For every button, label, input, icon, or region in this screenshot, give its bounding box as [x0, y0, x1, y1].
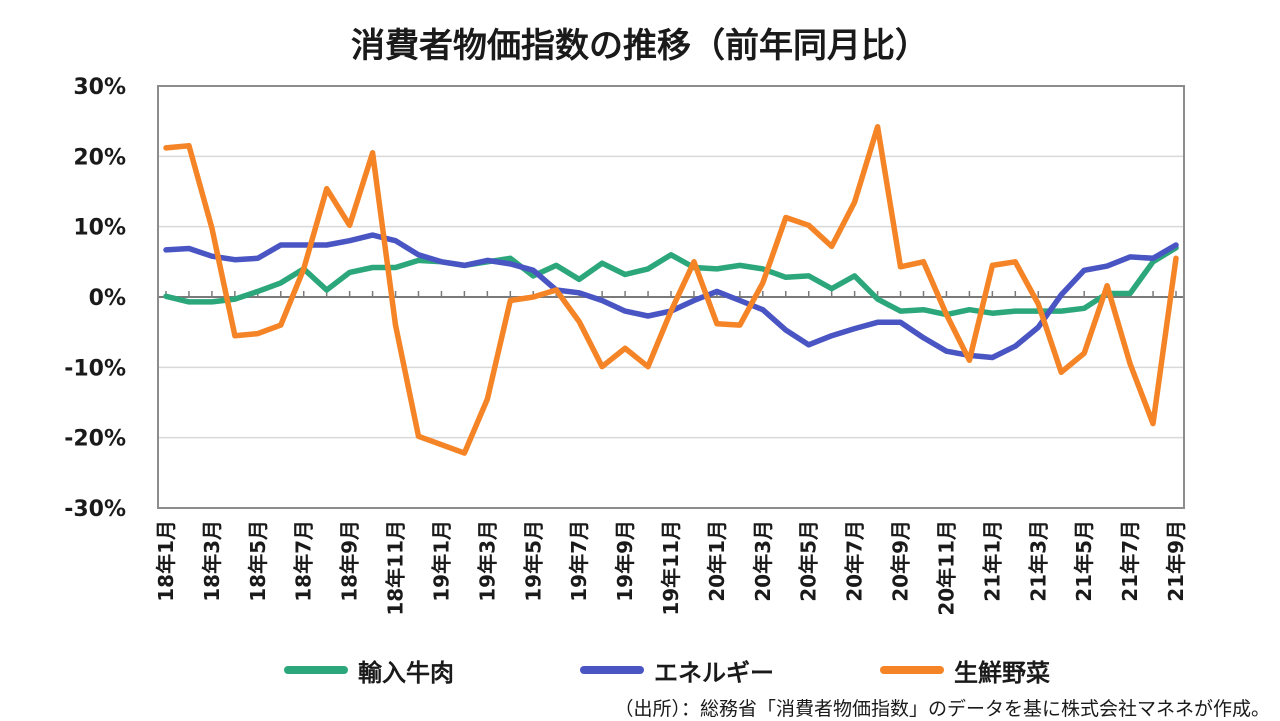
chart-title: 消費者物価指数の推移（前年同月比）	[351, 26, 929, 66]
x-tick-label: 20年9月	[889, 520, 913, 602]
legend-swatch-fresh-vegetables	[880, 666, 944, 674]
x-tick-label: 18年1月	[154, 520, 178, 602]
x-tick-label: 18年3月	[200, 520, 224, 602]
legend-item-fresh-vegetables: 生鮮野菜	[880, 652, 1050, 688]
x-tick-label: 19年7月	[567, 520, 591, 602]
x-tick-label: 20年11月	[934, 520, 958, 616]
y-tick-label: 0%	[89, 286, 126, 311]
gridlines	[158, 155, 1184, 439]
legend-swatch-imported-beef	[284, 666, 348, 674]
x-tick-label: 21年9月	[1164, 520, 1188, 602]
x-tick-label: 20年1月	[705, 520, 729, 602]
legend-item-energy: エネルギー	[580, 652, 774, 688]
y-tick-label: 30%	[73, 75, 126, 100]
x-tick-label: 21年3月	[1026, 520, 1050, 602]
legend-swatch-energy	[580, 666, 644, 674]
legend-label-energy: エネルギー	[654, 658, 774, 687]
series-line-fresh-vegetables	[163, 124, 1179, 456]
x-tick-label: 19年11月	[659, 520, 683, 616]
y-tick-label: -20%	[64, 427, 126, 452]
x-tick-label: 18年9月	[338, 520, 362, 602]
y-tick-label: -30%	[64, 497, 126, 522]
legend-label-fresh-vegetables: 生鮮野菜	[954, 658, 1050, 687]
x-tick-label: 20年7月	[843, 520, 867, 602]
x-tick-label: 21年1月	[980, 520, 1004, 602]
series-line-imported-beef	[163, 245, 1179, 318]
x-tick-label: 21年5月	[1072, 520, 1096, 602]
x-tick-label: 18年7月	[292, 520, 316, 602]
x-tick-label: 20年5月	[797, 520, 821, 602]
y-tick-label: 10%	[73, 216, 126, 241]
legend-label-imported-beef: 輸入牛肉	[358, 658, 454, 687]
plot-frame	[157, 85, 1185, 509]
x-tick-label: 18年5月	[246, 520, 270, 602]
x-tick-label: 19年9月	[613, 520, 637, 602]
x-tick-label: 18年11月	[384, 520, 408, 616]
source-note: （出所）：総務省「消費者物価指数」のデータを基に株式会社マネネが作成。	[614, 698, 1270, 720]
x-tick-label: 19年5月	[521, 520, 545, 602]
x-tick-label: 20年3月	[751, 520, 775, 602]
y-axis-tick-labels: 30% 20% 10% 0% -10% -20% -30%	[64, 75, 126, 522]
x-tick-label: 19年3月	[475, 520, 499, 602]
x-axis-tick-labels: 18年1月 18年3月 18年5月 18年7月 18年9月 18年11月 19年1月 19年3…	[154, 520, 1188, 616]
x-tick-label: 21年7月	[1118, 520, 1142, 602]
series-lines	[163, 124, 1179, 456]
y-tick-label: 20%	[73, 145, 126, 170]
legend-item-imported-beef: 輸入牛肉	[284, 652, 454, 688]
y-tick-label: -10%	[64, 356, 126, 381]
x-tick-label: 19年1月	[429, 520, 453, 602]
